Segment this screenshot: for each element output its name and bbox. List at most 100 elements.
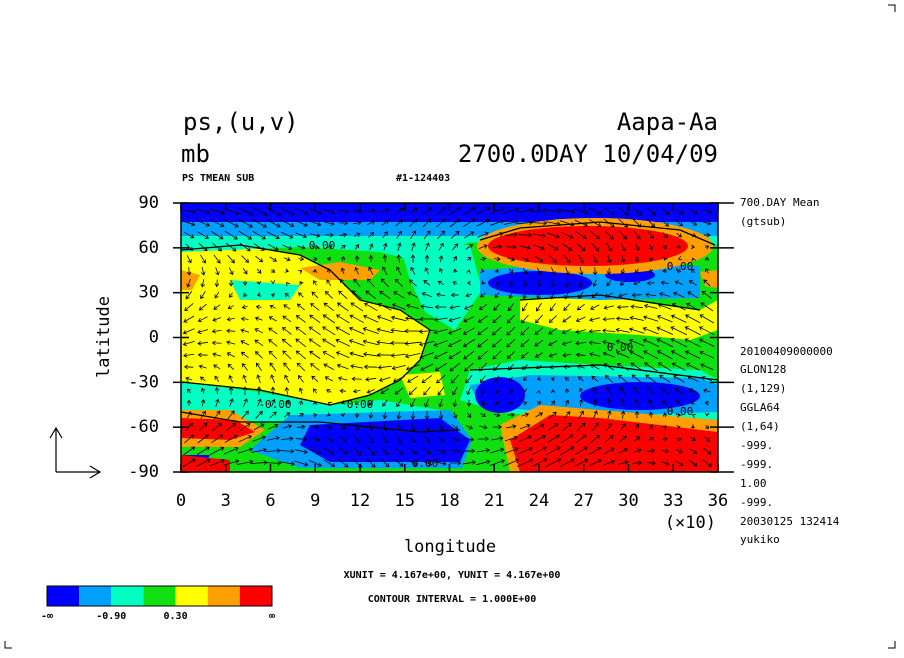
wind-vector xyxy=(279,206,295,216)
wind-vector xyxy=(506,314,515,324)
wind-vector xyxy=(298,270,303,274)
wind-vector xyxy=(382,399,388,407)
wind-vector xyxy=(366,458,376,468)
wind-vector xyxy=(685,362,700,371)
wind-vector xyxy=(656,350,673,360)
wind-vector xyxy=(294,219,308,227)
wind-vector xyxy=(450,374,460,384)
wind-vector xyxy=(256,374,261,384)
wind-vector xyxy=(437,230,445,240)
wind-vector xyxy=(516,458,534,468)
wind-vector xyxy=(396,434,402,444)
info-text: -999. xyxy=(740,458,773,471)
wind-vector xyxy=(702,388,711,394)
wind-vector xyxy=(578,291,584,299)
wind-vector xyxy=(661,219,669,227)
wind-vector xyxy=(503,458,520,467)
wind-vector xyxy=(396,254,402,264)
wind-vector xyxy=(634,398,640,407)
wind-vector xyxy=(671,362,686,372)
wind-vector xyxy=(368,434,374,444)
wind-vector xyxy=(337,376,348,381)
wind-vector xyxy=(200,399,206,407)
wind-vector xyxy=(184,231,195,239)
wind-vector xyxy=(507,303,515,312)
wind-vector xyxy=(494,281,500,286)
wind-vector xyxy=(309,314,321,324)
wind-vector xyxy=(687,291,699,299)
wind-vector xyxy=(338,220,349,226)
wind-vector xyxy=(535,412,544,418)
wind-vector xyxy=(449,305,460,310)
wind-vector xyxy=(592,267,598,276)
wind-vector xyxy=(294,207,309,216)
wind-vector xyxy=(369,423,374,432)
wind-vector xyxy=(535,365,542,370)
wind-vector xyxy=(284,293,290,298)
wind-vector xyxy=(324,232,334,238)
wind-vector xyxy=(632,206,643,216)
wind-vector xyxy=(364,302,378,312)
info-text: 1.00 xyxy=(740,477,767,490)
wind-vector xyxy=(448,351,462,360)
wind-vector xyxy=(634,243,640,251)
wind-vector xyxy=(212,422,222,432)
wind-vector xyxy=(228,280,234,287)
wind-vector xyxy=(380,459,390,468)
wind-vector xyxy=(518,232,533,238)
wind-vector xyxy=(670,350,687,360)
wind-vector xyxy=(605,422,613,432)
wind-vector xyxy=(477,315,488,323)
wind-vector xyxy=(266,231,280,240)
wind-vector xyxy=(478,362,488,372)
wind-vector xyxy=(452,255,458,262)
wind-vector xyxy=(522,291,527,300)
wind-vector xyxy=(531,220,548,226)
wind-vector xyxy=(252,230,266,240)
wind-vector xyxy=(647,219,656,228)
wind-vector xyxy=(183,446,196,456)
wind-vector xyxy=(577,376,584,382)
wind-vector xyxy=(237,459,254,465)
wind-vector xyxy=(253,243,265,251)
wind-vector xyxy=(521,314,529,324)
wind-vector xyxy=(615,316,630,322)
wind-vector xyxy=(604,230,614,240)
wind-vector xyxy=(676,436,683,442)
wind-vector xyxy=(521,302,528,312)
wind-vector xyxy=(648,231,655,239)
wind-vector xyxy=(239,242,251,252)
wind-vector xyxy=(648,268,654,273)
wind-vector xyxy=(326,268,332,274)
wind-vector xyxy=(686,302,700,311)
wind-vector xyxy=(674,280,683,285)
wind-vector xyxy=(211,328,222,334)
wind-vector xyxy=(590,364,600,370)
wind-vector xyxy=(368,232,375,238)
wind-vector xyxy=(476,219,490,227)
wind-vector xyxy=(660,280,669,286)
wind-vector xyxy=(438,411,444,420)
wind-vector xyxy=(492,350,502,360)
wind-vector xyxy=(522,279,528,288)
wind-vector xyxy=(354,244,360,250)
wind-vector xyxy=(326,256,331,262)
wind-vector xyxy=(238,230,252,240)
wind-vector xyxy=(298,292,304,298)
wind-vector xyxy=(536,279,542,288)
x-axis-label: longitude xyxy=(404,537,496,557)
wind-vector xyxy=(352,388,361,394)
field-fill xyxy=(580,382,700,410)
wind-vector xyxy=(603,363,615,371)
wind-vector xyxy=(226,340,236,345)
x-tick-label: 12 xyxy=(350,491,370,511)
wind-vector xyxy=(298,400,304,406)
wind-vector xyxy=(197,434,209,444)
wind-vector xyxy=(592,410,598,420)
wind-vector xyxy=(310,233,321,238)
reference-arrow xyxy=(49,426,102,479)
wind-vector xyxy=(353,278,361,288)
wind-vector xyxy=(547,243,559,251)
wind-vector xyxy=(704,400,709,406)
wind-vector xyxy=(490,447,505,454)
